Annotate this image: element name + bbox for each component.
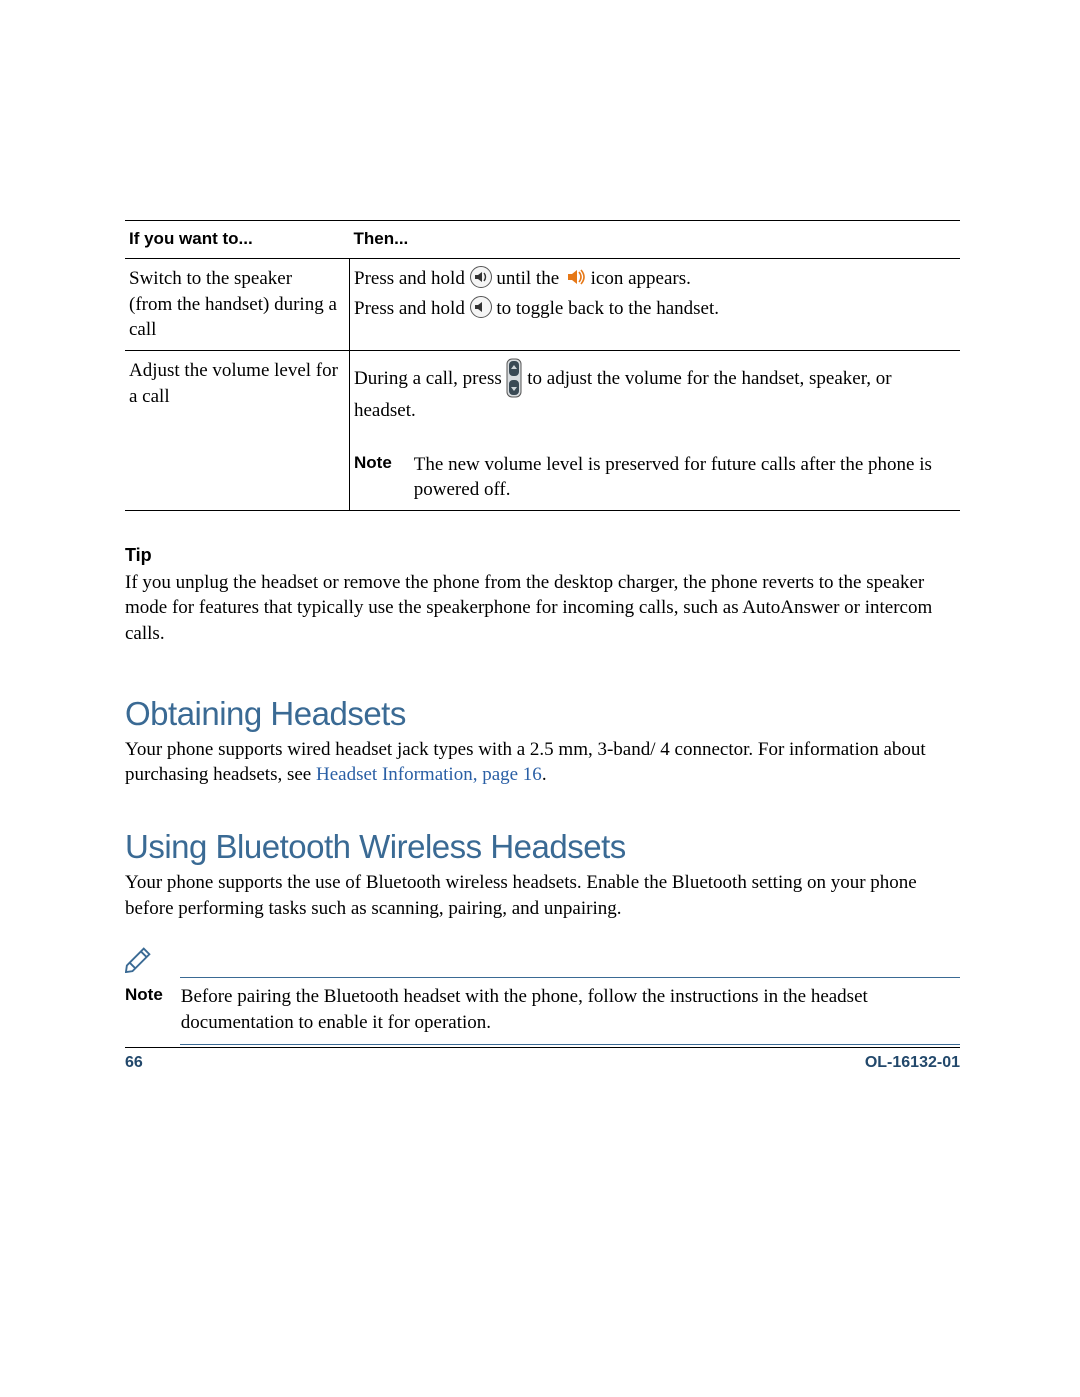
page: If you want to... Then... Switch to the … <box>0 0 1080 1397</box>
table-row: Switch to the speaker (from the handset)… <box>125 258 960 350</box>
text: icon appears. <box>591 268 691 289</box>
table-row: Adjust the volume level for a call Durin… <box>125 350 960 510</box>
doc-id: OL-16132-01 <box>865 1054 960 1072</box>
table-header-then: Then... <box>350 221 961 259</box>
section-body-bluetooth: Your phone supports the use of Bluetooth… <box>125 870 960 921</box>
page-number: 66 <box>125 1054 143 1072</box>
section-heading-obtaining: Obtaining Headsets <box>125 695 960 733</box>
section-heading-bluetooth: Using Bluetooth Wireless Headsets <box>125 828 960 866</box>
speaker-off-icon <box>470 296 492 318</box>
speaker-on-icon <box>470 266 492 288</box>
headset-info-link[interactable]: Headset Information, page 16 <box>316 764 542 785</box>
cell-then: Press and hold until the icon appears. P… <box>350 258 961 350</box>
note-block: Note Before pairing the Bluetooth headse… <box>125 943 960 1044</box>
cell-then: During a call, press to adjust the volum… <box>350 350 961 510</box>
note-text: The new volume level is preserved for fu… <box>414 452 952 503</box>
note-label: Note <box>125 984 163 1035</box>
text: Press and hold <box>354 298 470 319</box>
note-text: Before pairing the Bluetooth headset wit… <box>181 984 960 1035</box>
text: During a call, press <box>354 368 506 389</box>
text: to toggle back to the handset. <box>496 298 719 319</box>
section-body-obtaining: Your phone supports wired headset jack t… <box>125 737 960 788</box>
note-label: Note <box>354 452 392 503</box>
text: until the <box>496 268 564 289</box>
tip-heading: Tip <box>125 545 960 566</box>
cell-want: Adjust the volume level for a call <box>125 350 350 510</box>
page-footer: 66 OL-16132-01 <box>125 1047 960 1072</box>
text: Press and hold <box>354 268 470 289</box>
text: . <box>542 764 547 785</box>
volume-rocker-icon <box>506 358 522 398</box>
orange-speaker-icon <box>564 266 586 288</box>
table-header-want: If you want to... <box>125 221 350 259</box>
pencil-icon <box>125 943 155 973</box>
cell-want: Switch to the speaker (from the handset)… <box>125 258 350 350</box>
tip-text: If you unplug the headset or remove the … <box>125 570 960 647</box>
instructions-table: If you want to... Then... Switch to the … <box>125 220 960 511</box>
